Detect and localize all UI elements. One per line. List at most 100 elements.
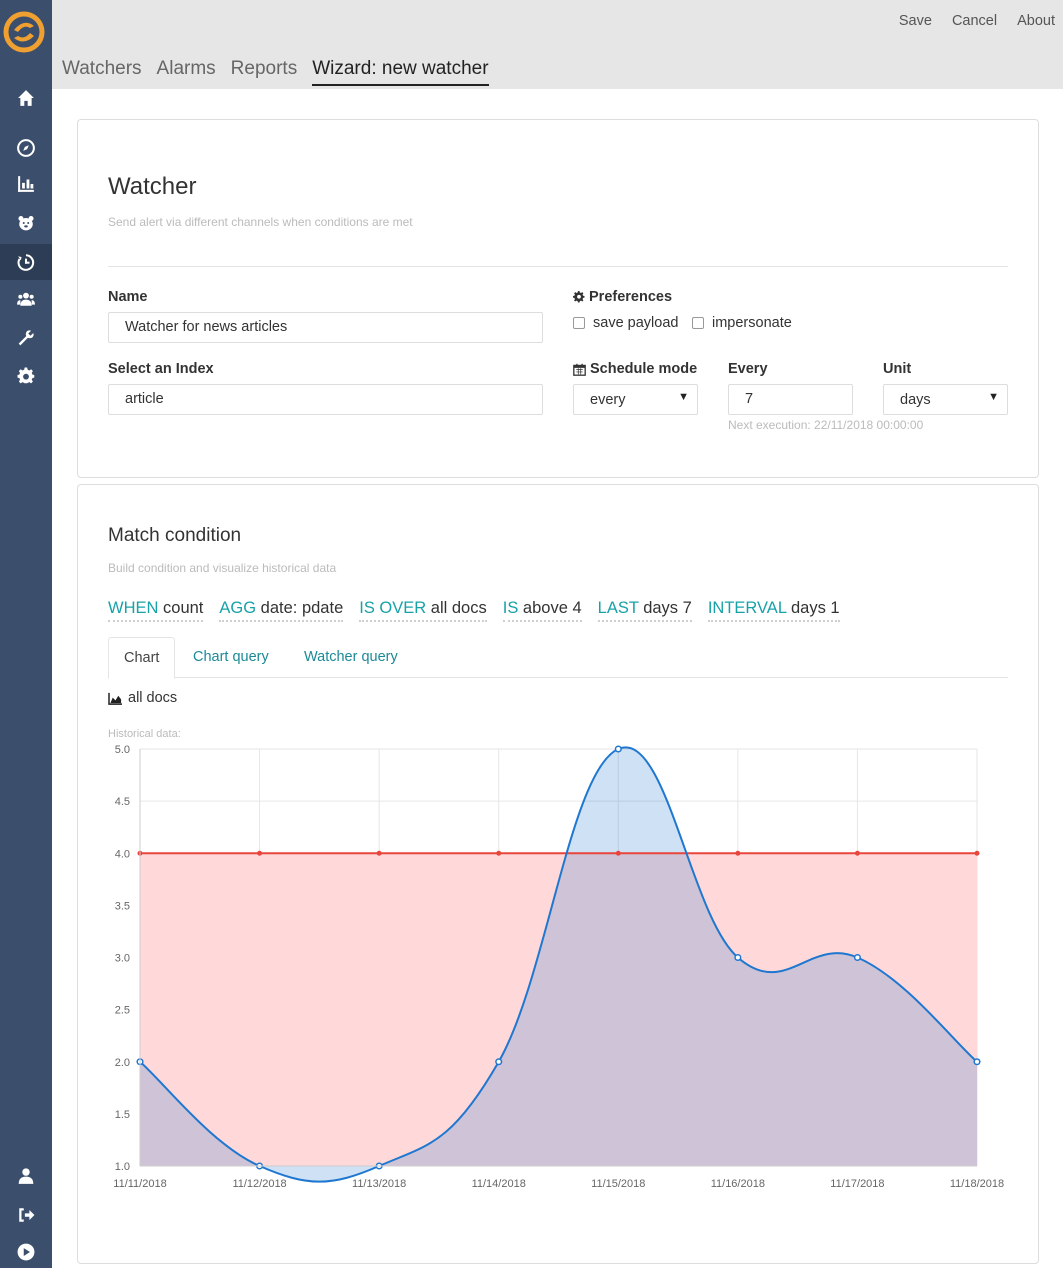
- series-label: all docs: [128, 690, 178, 706]
- condition-value: above 4: [522, 599, 582, 617]
- condition-is-over[interactable]: IS OVER all docs: [359, 599, 487, 622]
- sidebar: [0, 0, 52, 1268]
- home-icon[interactable]: [0, 80, 52, 116]
- schedule-mode-select[interactable]: every ▼: [573, 384, 698, 415]
- series-point: [734, 953, 742, 962]
- next-execution: Next execution: 22/11/2018 00:00:00: [728, 418, 924, 432]
- preferences-heading: Preferences: [573, 289, 672, 305]
- index-label: Select an Index: [108, 361, 214, 377]
- match-condition-panel: Match condition Build condition and visu…: [77, 484, 1039, 1264]
- condition-keyword: LAST: [597, 599, 639, 617]
- historical-data-label: Historical data:: [108, 728, 181, 740]
- every-input[interactable]: 7: [728, 384, 853, 415]
- y-tick-label: 3.0: [115, 953, 130, 965]
- y-tick-label: 2.0: [115, 1057, 130, 1069]
- series-line: [139, 746, 978, 1183]
- every-label: Every: [728, 361, 768, 377]
- tab-chart-query[interactable]: Chart query: [193, 649, 269, 665]
- condition-value: all docs: [430, 599, 487, 617]
- y-tick-label: 2.5: [115, 1005, 130, 1017]
- user-icon[interactable]: [0, 1158, 52, 1194]
- preferences-label: Preferences: [589, 289, 673, 305]
- tab-watchers[interactable]: Watchers: [62, 58, 142, 79]
- compass-icon[interactable]: [0, 130, 52, 166]
- x-tick-label: 11/15/2018: [591, 1178, 645, 1190]
- x-tick-label: 11/11/2018: [113, 1178, 166, 1190]
- series-point: [495, 1058, 503, 1066]
- threshold-point: [615, 850, 621, 856]
- x-tick-label: 11/13/2018: [352, 1178, 406, 1190]
- unit-label: Unit: [883, 361, 912, 377]
- impersonate-label: impersonate: [712, 315, 792, 331]
- threshold-point: [496, 850, 502, 856]
- name-label: Name: [108, 289, 148, 305]
- tab-chart[interactable]: Chart: [108, 637, 176, 679]
- timer-icon[interactable]: [0, 244, 52, 280]
- y-tick-label: 4.0: [115, 848, 130, 860]
- bar-chart-icon[interactable]: [0, 166, 52, 202]
- condition-when[interactable]: WHEN count: [108, 599, 204, 622]
- app-logo[interactable]: [0, 0, 52, 58]
- gear-icon: [573, 291, 585, 303]
- y-tick-label: 3.5: [115, 900, 130, 912]
- save-payload-checkbox[interactable]: save payload: [573, 315, 678, 331]
- condition-keyword: IS OVER: [359, 599, 427, 617]
- threshold-point: [974, 850, 980, 856]
- sign-out-icon[interactable]: [0, 1197, 52, 1233]
- unit-select[interactable]: days ▼: [883, 384, 1008, 415]
- condition-value: date: pdate: [260, 599, 344, 617]
- checkbox-box[interactable]: [692, 317, 704, 329]
- x-tick-label: 11/14/2018: [472, 1178, 526, 1190]
- condition-value: days 7: [643, 599, 692, 617]
- x-tick-label: 11/18/2018: [950, 1178, 1004, 1190]
- users-icon[interactable]: [0, 281, 52, 317]
- index-input[interactable]: article: [108, 384, 543, 415]
- x-tick-label: 11/17/2018: [830, 1178, 884, 1190]
- tab-alarms[interactable]: Alarms: [156, 58, 216, 79]
- condition-keyword: WHEN: [108, 599, 159, 617]
- watcher-panel: Watcher Send alert via different channel…: [77, 119, 1039, 478]
- series-legend: all docs: [108, 690, 177, 706]
- threshold-point: [376, 850, 382, 856]
- cancel-button[interactable]: Cancel: [951, 13, 998, 29]
- checkbox-box[interactable]: [573, 317, 585, 329]
- tab-wizard-new-watcher[interactable]: Wizard: new watcher: [312, 58, 489, 86]
- wrench-icon[interactable]: [0, 320, 52, 356]
- x-tick-label: 11/12/2018: [232, 1178, 286, 1190]
- y-tick-label: 5.0: [115, 744, 130, 756]
- x-tick-label: 11/16/2018: [711, 1178, 765, 1190]
- condition-interval[interactable]: INTERVAL days 1: [707, 599, 840, 622]
- condition-value: count: [163, 599, 204, 617]
- schedule-mode-value: every: [590, 392, 626, 408]
- bear-icon[interactable]: [0, 205, 52, 241]
- impersonate-checkbox[interactable]: impersonate: [692, 315, 792, 331]
- series-point: [614, 745, 622, 753]
- area-chart-icon: [108, 692, 122, 705]
- match-title: Match condition: [108, 525, 242, 546]
- gear-icon[interactable]: [0, 358, 52, 394]
- tab-reports[interactable]: Reports: [230, 58, 298, 79]
- condition-last[interactable]: LAST days 7: [597, 599, 692, 622]
- top-header: Save Cancel About Watchers Alarms Report…: [52, 0, 1063, 89]
- series-point: [973, 1058, 981, 1066]
- chart-tabs: Chart Chart query Watcher query: [108, 637, 1008, 679]
- caret-down-icon: ▼: [988, 391, 999, 403]
- y-tick-label: 1.0: [115, 1161, 130, 1173]
- play-icon[interactable]: [0, 1234, 52, 1268]
- threshold-point: [854, 850, 860, 856]
- historical-chart: 1.0 1.5 2.0 2.5 3.0 3.5 4.0 4.5 5.0 11/11/2018 11/…: [113, 744, 1004, 1190]
- name-input[interactable]: Watcher for news articles: [108, 312, 543, 343]
- series-area: [140, 747, 977, 1182]
- condition-is[interactable]: IS above 4: [502, 599, 582, 622]
- about-button[interactable]: About: [1017, 13, 1055, 29]
- caret-down-icon: ▼: [678, 391, 689, 403]
- condition-keyword: IS: [502, 599, 519, 617]
- match-subtitle: Build condition and visualize historical…: [108, 561, 337, 575]
- tab-watcher-query[interactable]: Watcher query: [304, 649, 398, 665]
- save-button[interactable]: Save: [898, 13, 932, 29]
- condition-value: days 1: [790, 599, 840, 617]
- condition-agg[interactable]: AGG date: pdate: [219, 599, 344, 622]
- y-tick-label: 4.5: [115, 796, 130, 808]
- save-payload-label: save payload: [593, 315, 679, 331]
- condition-keyword: INTERVAL: [707, 599, 787, 617]
